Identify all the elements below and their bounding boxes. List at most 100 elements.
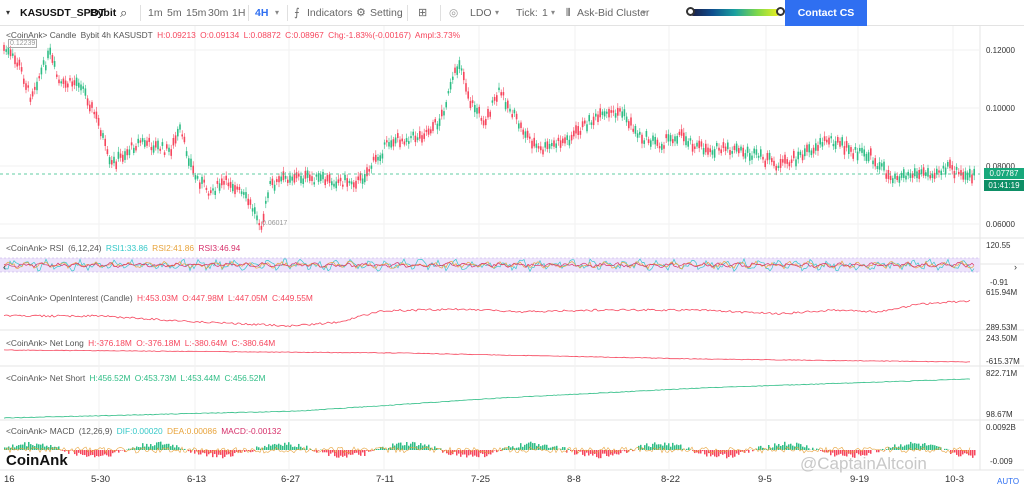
- candle-body: [194, 175, 197, 180]
- candle-body: [746, 146, 749, 153]
- macd-histogram-bar: [674, 445, 676, 450]
- candle-body: [135, 146, 137, 151]
- candle-body: [639, 131, 641, 135]
- candle-body: [361, 178, 364, 184]
- candle-body: [711, 150, 714, 155]
- macd-histogram-bar: [444, 450, 446, 451]
- indicators-icon[interactable]: ⨍: [294, 7, 300, 19]
- indicators-button[interactable]: Indicators: [307, 7, 353, 19]
- layout-grid-icon[interactable]: ⊞: [418, 7, 428, 19]
- candle-body: [344, 174, 346, 181]
- candle-body: [379, 155, 381, 162]
- macd-histogram-bar: [592, 450, 594, 456]
- macd-histogram-bar: [244, 450, 246, 452]
- net-short-legend: <CoinAnk> Net Short H:456.52M O:453.73M …: [6, 373, 267, 383]
- candle-body: [634, 125, 637, 134]
- macd-histogram-bar: [466, 450, 468, 458]
- interval-15m[interactable]: 15m: [186, 7, 207, 19]
- interval-1h[interactable]: 1H: [232, 7, 246, 19]
- candle-body: [489, 111, 491, 117]
- gear-icon[interactable]: ⚙: [356, 7, 366, 19]
- chevron-down-icon[interactable]: ▾: [642, 8, 647, 17]
- macd-histogram-bar: [626, 450, 628, 453]
- symbol-dropdown-icon[interactable]: ▾: [6, 8, 11, 17]
- candle-body: [405, 138, 408, 142]
- macd-histogram-bar: [662, 445, 664, 450]
- exchange-name[interactable]: Bybit: [90, 7, 117, 19]
- slider-handle-right[interactable]: [776, 7, 785, 16]
- candle-body: [793, 150, 795, 159]
- scroll-left-icon[interactable]: ‹: [3, 262, 6, 272]
- macd-histogram-bar: [472, 450, 474, 457]
- macd-histogram-bar: [660, 444, 662, 450]
- macd-histogram-bar: [798, 443, 800, 450]
- macd-histogram-bar: [384, 448, 386, 450]
- candle-body: [535, 143, 538, 148]
- setting-button[interactable]: Setting: [370, 7, 403, 19]
- macd-histogram-bar: [780, 445, 782, 450]
- heatmap-gradient-slider[interactable]: [690, 9, 780, 16]
- macd-histogram-bar: [176, 445, 178, 450]
- candle-body: [903, 169, 905, 178]
- net-long-legend: <CoinAnk> Net Long H:-376.18M O:-376.18M…: [6, 338, 277, 348]
- macd-histogram-bar: [502, 448, 504, 450]
- candle-body: [533, 137, 535, 147]
- candle-body: [546, 141, 549, 150]
- macd-histogram-bar: [836, 450, 838, 456]
- candle-body: [537, 146, 540, 149]
- chart-canvas[interactable]: [0, 26, 1024, 491]
- slider-handle-left[interactable]: [686, 7, 695, 16]
- macd-histogram-bar: [18, 445, 20, 450]
- interval-5m[interactable]: 5m: [167, 7, 182, 19]
- candle-body: [755, 149, 758, 155]
- macd-axis-top: 0.0092B: [986, 423, 1016, 432]
- candle-body: [716, 142, 718, 147]
- macd-histogram-bar: [972, 450, 974, 458]
- macd-histogram-bar: [494, 450, 496, 451]
- macd-histogram-bar: [490, 450, 492, 455]
- macd-histogram-bar: [152, 446, 154, 450]
- interval-4h-active[interactable]: 4H: [255, 7, 269, 19]
- macd-histogram-bar: [442, 450, 444, 453]
- candle-body: [806, 144, 808, 152]
- interval-1m[interactable]: 1m: [148, 7, 163, 19]
- tick-value[interactable]: 1: [542, 7, 548, 19]
- macd-histogram-bar: [36, 443, 38, 450]
- separator: [407, 5, 408, 21]
- cluster-selector[interactable]: Ask-Bid Cluster: [577, 7, 650, 19]
- candle-body: [47, 50, 49, 59]
- macd-histogram-bar: [500, 450, 502, 451]
- low-mark-label: 0.06017: [262, 220, 288, 227]
- interval-30m[interactable]: 30m: [208, 7, 229, 19]
- macd-histogram-bar: [764, 449, 766, 450]
- macd-histogram-bar: [138, 447, 140, 450]
- macd-histogram-bar: [336, 450, 338, 458]
- scroll-right-icon[interactable]: ›: [1014, 262, 1017, 272]
- auto-scale-button[interactable]: AUTO: [997, 477, 1020, 486]
- search-icon[interactable]: ⌕: [120, 5, 128, 20]
- candle-body: [797, 151, 799, 160]
- candle-body: [914, 168, 916, 177]
- candle-body: [905, 175, 907, 180]
- candle-body: [273, 184, 276, 191]
- macd-histogram-bar: [492, 450, 494, 453]
- chevron-down-icon[interactable]: ▾: [495, 8, 500, 17]
- chart-area[interactable]: <CoinAnk> Candle Bybit 4h KASUSDT H:0.09…: [0, 26, 1024, 491]
- candle-body: [309, 174, 311, 181]
- rsi-axis-bottom: -0.91: [990, 278, 1009, 287]
- macd-histogram-bar: [866, 450, 868, 456]
- macd-histogram-bar: [98, 450, 100, 457]
- macd-histogram-bar: [272, 444, 274, 450]
- macd-histogram-bar: [510, 447, 512, 450]
- candle-body: [265, 200, 267, 204]
- candle-body: [784, 154, 786, 164]
- macd-histogram-bar: [478, 450, 480, 458]
- symbol-name[interactable]: KASUSDT_SPOT: [20, 7, 106, 19]
- interval-dropdown-icon[interactable]: ▾: [275, 8, 280, 17]
- chevron-down-icon[interactable]: ▾: [551, 8, 556, 17]
- eye-icon[interactable]: ◎: [449, 7, 459, 19]
- contact-cs-claim-button[interactable]: Contact CS Claim: [785, 0, 867, 45]
- ldo-selector[interactable]: LDO: [470, 7, 492, 19]
- macd-histogram-bar: [532, 443, 534, 450]
- candle-body: [245, 192, 247, 199]
